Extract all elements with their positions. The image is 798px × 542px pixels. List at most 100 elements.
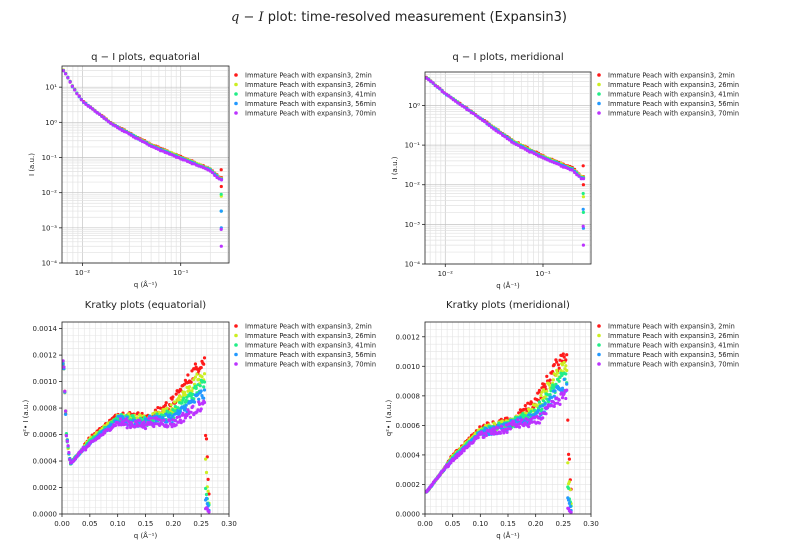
data-point [219,168,223,172]
data-point [456,101,460,105]
y-axis-label: I (a.u.) [391,156,399,179]
data-point [127,412,131,416]
data-point [104,118,108,122]
data-point [548,393,552,397]
data-point [66,76,70,80]
data-point [541,404,545,408]
data-point [202,385,206,389]
data-point [68,80,72,84]
data-point [557,398,561,402]
grid [62,65,229,264]
data-point [195,372,199,376]
data-point [567,480,572,484]
data-point [198,384,202,388]
data-point [75,92,79,96]
data-point [102,116,106,120]
legend: Immature Peach with expansin3, 2minImmat… [597,72,739,118]
data-point [178,409,182,413]
data-point [166,424,170,428]
data-point [482,435,486,439]
data-point [174,392,178,396]
data-point [561,352,565,356]
y-tick-label: 10⁰ [45,119,57,127]
legend-marker [234,343,238,347]
data-point [564,358,568,362]
data-point [438,87,442,91]
legend-marker [597,333,601,338]
data-point [153,422,157,426]
y-tick-label: 10⁻³ [405,221,421,229]
data-point [171,418,175,422]
data-point [149,416,153,420]
data-point [558,402,562,406]
y-tick-label: 10⁻⁴ [42,260,58,268]
data-point [566,166,570,170]
data-point [202,380,207,384]
data-point [190,162,194,166]
data-point [125,130,129,134]
data-point [156,406,160,410]
data-point [564,372,568,376]
data-point [567,486,571,490]
data-point [499,424,503,428]
y-tick-label: 0.0006 [33,431,58,439]
legend-marker [597,362,601,366]
y-tick-label: 0.0012 [396,333,421,341]
series-4 [62,69,224,230]
legend-label: Immature Peach with expansin3, 26min [245,81,376,89]
data-point [462,449,466,453]
plot-frame [61,65,230,264]
legend-marker [597,324,601,328]
data-point [109,121,113,125]
data-point [484,433,489,437]
x-tick-label: 0.25 [193,520,209,528]
data-point [512,420,516,424]
data-point [541,416,545,420]
legend-marker [597,82,601,87]
legend: Immature Peach with expansin3, 2minImmat… [597,323,739,369]
data-point [142,420,146,424]
legend-label: Immature Peach with expansin3, 56min [608,100,739,108]
data-point [140,411,144,416]
x-tick-label: 0.10 [110,520,126,528]
data-point [453,99,458,103]
data-point [581,183,586,187]
data-point [129,133,133,137]
data-point [507,138,511,142]
data-point [581,224,585,228]
data-point [483,120,487,124]
legend-marker [234,362,238,366]
data-point [518,421,523,426]
data-point [557,162,561,166]
data-point [168,413,172,417]
y-tick-label: 0.0008 [396,392,421,400]
data-point [515,424,519,428]
legend-label: Immature Peach with expansin3, 70min [245,110,376,118]
series-4 [62,362,211,512]
data-point [474,113,478,117]
data-point [516,143,521,147]
data-point [175,415,179,419]
data-point [508,427,512,431]
data-point [62,362,65,366]
data-point [202,396,206,400]
data-point [194,386,198,390]
data-point [581,195,586,199]
legend-marker [234,324,238,328]
chart-title: Kratky plots (meridional) [446,300,570,311]
data-point [544,412,548,416]
data-point [64,434,68,438]
data-point [84,102,88,106]
y-tick-label: 0.0010 [33,378,58,386]
data-point [119,423,123,427]
data-point [562,377,566,381]
data-point [560,396,565,400]
x-tick-label: 10⁻¹ [173,269,189,277]
x-tick-label: 0.00 [54,520,70,528]
data-point [516,418,520,422]
data-point [565,368,569,373]
data-point [190,389,194,393]
data-point [565,353,569,357]
data-point [200,375,204,379]
data-point [176,406,180,410]
